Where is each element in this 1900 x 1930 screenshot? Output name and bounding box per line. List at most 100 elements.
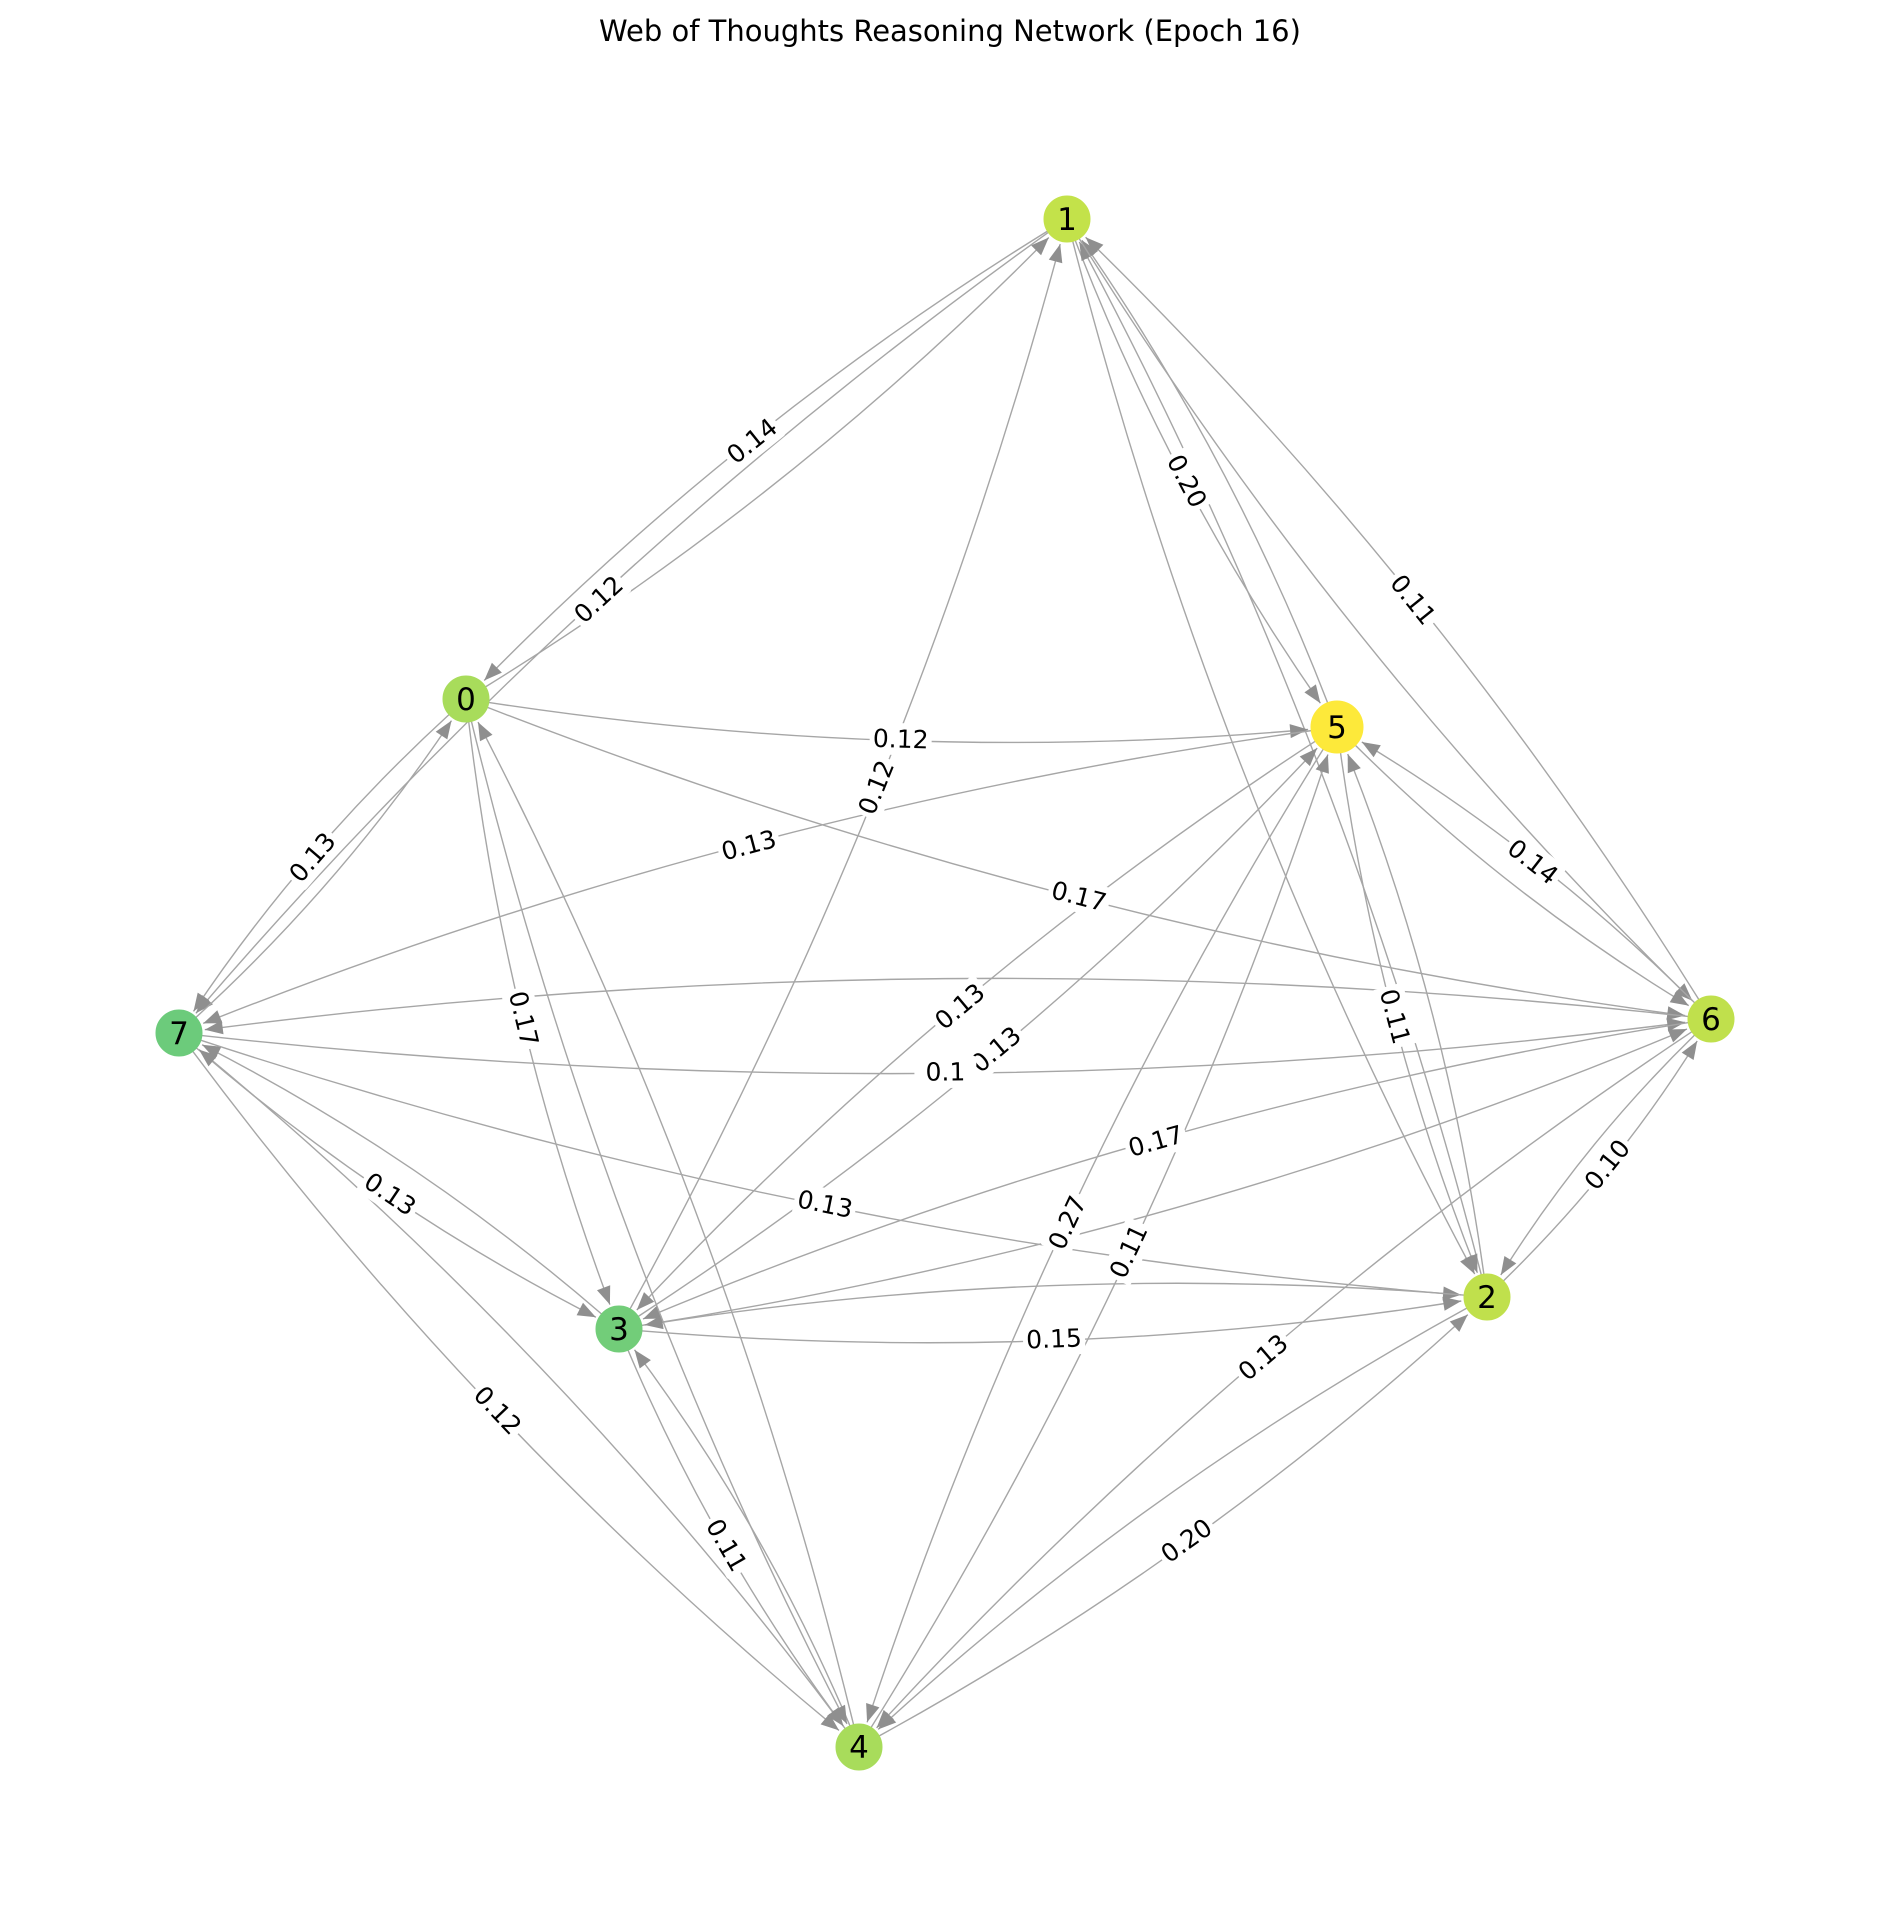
arrowhead-0-1 — [1031, 237, 1049, 256]
edge-label-background — [1372, 983, 1418, 1050]
edge-label-background — [1382, 566, 1444, 633]
edge-label: 0.13 — [715, 822, 783, 869]
arrowhead-4-7 — [199, 1049, 218, 1067]
edge-labels-layer: 0.140.120.120.200.110.120.130.170.170.13… — [281, 410, 1639, 1579]
node-label: 5 — [1327, 710, 1347, 746]
node-label: 7 — [169, 1016, 189, 1052]
node-label: 2 — [1477, 1280, 1497, 1316]
edge-0-1 — [484, 237, 1050, 688]
node-label: 4 — [849, 1730, 869, 1766]
edge-weight-label: 0.13 — [718, 824, 779, 866]
edge-label-background — [1576, 1131, 1639, 1198]
edge-label-background — [566, 567, 632, 631]
edge-2-3 — [644, 1282, 1466, 1326]
node-circle — [1687, 995, 1735, 1043]
edge-label: 0.1 — [914, 1055, 977, 1089]
edge-label: 0.12 — [465, 1378, 530, 1443]
arrowhead-4-0 — [478, 722, 493, 742]
edge-weight-label: 0.15 — [1026, 1323, 1083, 1354]
edge-5-3 — [636, 740, 1317, 1311]
edge-0-6 — [486, 706, 1686, 1017]
edge-6-7 — [204, 977, 1690, 1031]
arrowhead-0-7 — [193, 992, 210, 1012]
arrowhead-0-4 — [832, 1704, 847, 1724]
node-3[interactable]: 3 — [595, 1305, 643, 1353]
edge-label: 0.13 — [927, 975, 993, 1038]
edge-6-1 — [1085, 236, 1700, 1001]
edge-2-4 — [877, 1306, 1469, 1730]
edge-label: 0.13 — [356, 1164, 424, 1224]
edge-7-4 — [191, 1050, 840, 1731]
edges-layer — [191, 230, 1700, 1738]
node-6[interactable]: 6 — [1687, 995, 1735, 1043]
edge-label-background — [715, 822, 783, 869]
edge-label: 0.10 — [1576, 1131, 1639, 1198]
arrowhead-1-5 — [1304, 684, 1321, 704]
edge-label-background — [792, 1182, 859, 1226]
edge-0-4 — [470, 720, 848, 1725]
edge-weight-label: 0.17 — [1048, 875, 1109, 917]
node-circle — [155, 1009, 203, 1057]
arrowhead-6-1 — [1085, 237, 1104, 255]
arrowhead-4-2 — [1449, 1314, 1468, 1332]
node-circle — [442, 675, 490, 723]
edge-label-background — [1159, 447, 1215, 515]
node-circle — [1310, 700, 1364, 754]
edge-label: 0.12 — [869, 722, 933, 756]
edge-1-6 — [1078, 237, 1693, 1002]
arrowhead-6-2 — [1500, 1256, 1517, 1275]
arrowhead-7-4 — [820, 1713, 839, 1731]
edge-label-background — [1230, 1326, 1296, 1389]
node-2[interactable]: 2 — [1463, 1273, 1511, 1321]
edge-label-background — [356, 1164, 424, 1224]
arrowhead-2-6 — [1681, 1041, 1698, 1060]
node-4[interactable]: 4 — [835, 1723, 883, 1771]
edge-label-background — [1153, 1510, 1220, 1571]
edge-label: 0.14 — [1499, 831, 1566, 893]
arrowhead-1-7 — [195, 995, 213, 1014]
arrowhead-2-3 — [644, 1315, 664, 1330]
arrowhead-5-2 — [1464, 1253, 1478, 1273]
edge-7-0 — [194, 720, 453, 1019]
arrowhead-0-5 — [1289, 724, 1309, 739]
edge-7-2 — [199, 1039, 1462, 1296]
node-circle — [595, 1305, 643, 1353]
edge-3-7 — [201, 1044, 603, 1316]
edge-label: 0.13 — [792, 1182, 859, 1226]
node-0[interactable]: 0 — [442, 675, 490, 723]
edge-label-background — [850, 753, 902, 822]
node-label: 6 — [1701, 1002, 1721, 1038]
edge-label: 0.11 — [1101, 1217, 1156, 1286]
node-label: 0 — [456, 682, 476, 718]
edge-label: 0.17 — [1122, 1118, 1190, 1165]
node-5[interactable]: 5 — [1310, 700, 1364, 754]
edge-label-background — [719, 410, 786, 472]
edge-1-7 — [195, 231, 1050, 1014]
edge-label-background — [869, 722, 933, 756]
node-7[interactable]: 7 — [155, 1009, 203, 1057]
arrowhead-3-2 — [1442, 1296, 1462, 1311]
edge-label-background — [914, 1055, 977, 1089]
node-circle — [835, 1723, 883, 1771]
edge-weight-label: 0.17 — [503, 988, 544, 1049]
edge-5-1 — [1081, 239, 1329, 704]
arrowhead-5-7 — [203, 1010, 223, 1024]
edge-5-6 — [1354, 744, 1690, 1007]
edge-4-2 — [877, 1314, 1469, 1738]
edge-label-background — [698, 1511, 755, 1579]
diagram-title: Web of Thoughts Reasoning Network (Epoch… — [599, 14, 1301, 48]
edge-0-3 — [467, 720, 611, 1305]
arrowhead-6-7 — [204, 1020, 224, 1035]
node-1[interactable]: 1 — [1043, 195, 1091, 243]
edge-label: 0.15 — [1022, 1321, 1086, 1357]
edge-label-background — [465, 1378, 530, 1443]
edge-4-7 — [198, 1049, 847, 1730]
edge-2-5 — [1347, 753, 1485, 1276]
arrowhead-4-5 — [1315, 754, 1329, 774]
edge-weight-label: 0.11 — [1374, 986, 1416, 1047]
arrowhead-7-0 — [435, 720, 452, 740]
edge-label: 0.11 — [1372, 983, 1418, 1050]
edge-1-0 — [483, 230, 1049, 681]
edge-1-2 — [1071, 240, 1476, 1275]
